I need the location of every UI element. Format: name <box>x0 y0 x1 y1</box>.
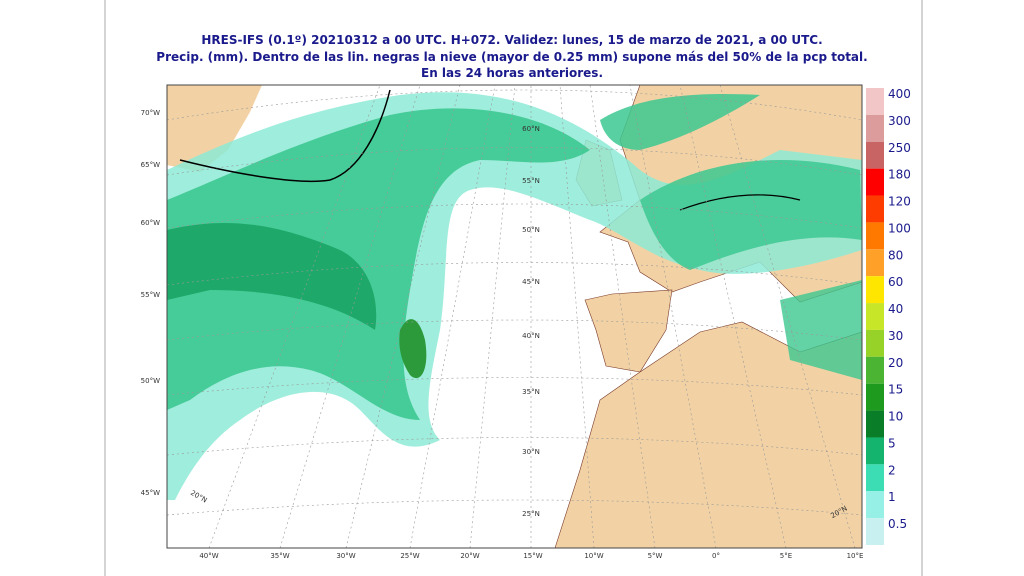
lon-label: 20°W <box>460 552 479 560</box>
colorbar-label: 180 <box>888 168 911 182</box>
title-line: HRES-IFS (0.1º) 20210312 a 00 UTC. H+072… <box>201 33 822 47</box>
colorbar-swatch <box>866 518 884 545</box>
colorbar-label: 60 <box>888 275 903 289</box>
colorbar-label: 5 <box>888 436 896 450</box>
colorbar-swatch <box>866 249 884 277</box>
title-line: En las 24 horas anteriores. <box>421 66 603 80</box>
colorbar-swatch <box>866 222 884 250</box>
colorbar-label: 2 <box>888 463 896 477</box>
lat-label: 25°N <box>522 510 540 518</box>
colorbar-swatch <box>866 356 884 384</box>
colorbar-swatch <box>866 437 884 465</box>
lon-label: 35°W <box>270 552 289 560</box>
lon-label: 50°W <box>141 377 160 385</box>
title-line: Precip. (mm). Dentro de las lin. negras … <box>156 50 867 64</box>
colorbar-label: 100 <box>888 221 911 235</box>
colorbar-label: 400 <box>888 87 911 101</box>
colorbar-label: 15 <box>888 383 903 397</box>
lon-label: 70°W <box>141 109 160 117</box>
lon-label: 5°E <box>780 552 792 560</box>
lat-label: 50°N <box>522 226 540 234</box>
lon-label: 55°W <box>141 291 160 299</box>
lat-label: 35°N <box>522 388 540 396</box>
colorbar-swatch <box>866 276 884 304</box>
lon-label: 15°W <box>523 552 542 560</box>
lat-label: 60°N <box>522 125 540 133</box>
lon-label: 40°W <box>199 552 218 560</box>
lon-label: 60°W <box>141 219 160 227</box>
map-frame <box>166 84 863 549</box>
lon-label: 10°E <box>847 552 864 560</box>
colorbar-label: 120 <box>888 195 911 209</box>
colorbar-label: 250 <box>888 141 911 155</box>
colorbar-swatch <box>866 410 884 438</box>
lat-label: 55°N <box>522 177 540 185</box>
colorbar-label: 300 <box>888 114 911 128</box>
colorbar-swatch <box>866 491 884 519</box>
lon-label: 10°W <box>584 552 603 560</box>
map <box>167 85 862 548</box>
colorbar-swatch <box>866 114 884 142</box>
colorbar-swatch <box>866 383 884 411</box>
colorbar-label: 1 <box>888 490 896 504</box>
lat-label: 45°N <box>522 278 540 286</box>
colorbar-swatch <box>866 141 884 169</box>
lon-label: 45°W <box>141 489 160 497</box>
colorbar-label: 0.5 <box>888 517 907 531</box>
colorbar-swatch <box>866 464 884 492</box>
lon-label: 30°W <box>336 552 355 560</box>
colorbar-label: 20 <box>888 356 903 370</box>
lat-label: 40°N <box>522 332 540 340</box>
colorbar: 400 300 250 180 120 100 80 60 40 30 20 15 10 5 2 1 0.5 <box>866 87 911 545</box>
colorbar-swatch <box>866 168 884 196</box>
colorbar-label: 30 <box>888 329 903 343</box>
lat-label: 30°N <box>522 448 540 456</box>
lon-label: 0° <box>712 552 720 560</box>
colorbar-swatch <box>866 195 884 223</box>
colorbar-swatch <box>866 88 884 115</box>
colorbar-swatch <box>866 303 884 330</box>
lon-label: 65°W <box>141 161 160 169</box>
colorbar-label: 10 <box>888 410 903 424</box>
colorbar-label: 80 <box>888 248 903 262</box>
lon-label: 5°W <box>648 552 663 560</box>
lon-label: 25°W <box>400 552 419 560</box>
colorbar-swatch <box>866 329 884 357</box>
colorbar-label: 40 <box>888 302 903 316</box>
